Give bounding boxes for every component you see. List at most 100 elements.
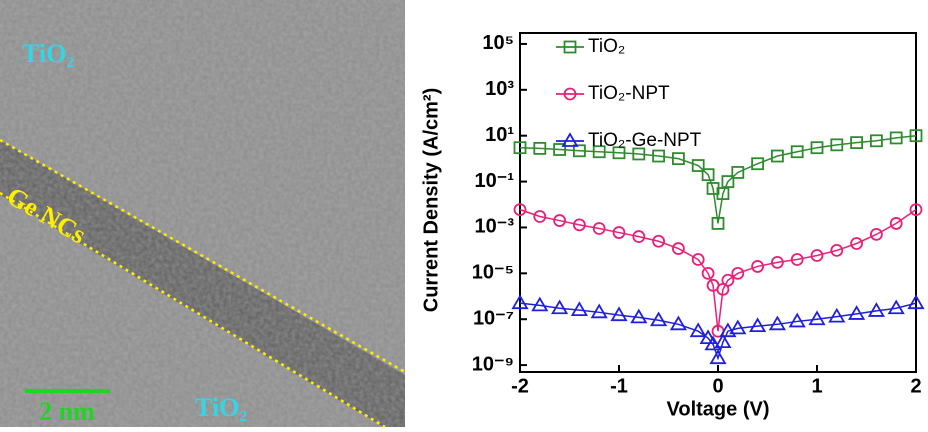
marker — [731, 266, 745, 280]
legend-label: TiO₂ — [588, 36, 625, 57]
marker — [887, 299, 905, 315]
marker — [553, 214, 566, 227]
y-tick-label: 10⁻¹ — [475, 170, 515, 192]
marker — [652, 234, 665, 248]
marker — [771, 149, 784, 163]
x-axis-title: Voltage (V) — [667, 398, 770, 420]
legend-marker — [563, 87, 577, 101]
marker — [808, 310, 826, 326]
marker — [701, 266, 715, 280]
marker — [513, 203, 527, 217]
marker — [511, 294, 529, 310]
marker — [830, 138, 844, 152]
marker — [714, 333, 732, 349]
marker — [701, 168, 715, 182]
region-label: TiO₂ — [195, 393, 247, 422]
marker — [909, 129, 923, 143]
marker — [672, 242, 685, 255]
marker — [848, 305, 866, 320]
legend-marker — [561, 132, 579, 147]
x-tick-label: 2 — [910, 375, 921, 397]
marker — [729, 319, 747, 335]
y-tick-label: 10¹ — [485, 124, 514, 146]
series-line — [519, 302, 917, 361]
marker — [513, 141, 527, 155]
marker — [612, 146, 626, 160]
marker — [551, 299, 569, 315]
marker — [590, 303, 608, 319]
marker — [788, 312, 806, 328]
x-tick-label: 1 — [811, 375, 822, 397]
marker — [533, 141, 547, 155]
y-tick-label: 10⁻⁹ — [472, 353, 514, 375]
scale-label: 2 nm — [39, 397, 95, 426]
marker — [531, 296, 549, 312]
marker — [751, 260, 764, 273]
y-tick-label: 10⁻⁵ — [472, 262, 514, 284]
boundary-line — [0, 191, 386, 427]
marker — [790, 253, 804, 266]
marker — [850, 136, 863, 150]
marker — [632, 147, 646, 161]
marker — [592, 145, 606, 159]
marker — [830, 243, 844, 257]
boundary-line — [0, 138, 405, 374]
y-tick-label: 10³ — [485, 78, 514, 100]
region-label: TiO₂ — [22, 39, 74, 68]
marker — [867, 302, 885, 317]
y-axis-title: Current Density (A/cm²) — [420, 88, 442, 312]
marker — [689, 322, 707, 338]
x-tick-label: -2 — [511, 375, 529, 397]
marker — [592, 222, 606, 235]
marker — [699, 329, 717, 345]
marker — [573, 144, 586, 158]
marker — [716, 187, 730, 200]
marker — [672, 152, 685, 166]
marker — [721, 273, 735, 287]
x-tick-label: 0 — [712, 375, 723, 397]
marker — [691, 253, 705, 266]
marker — [731, 166, 745, 179]
marker — [909, 203, 923, 217]
marker — [533, 210, 547, 223]
x-tick-label: -1 — [610, 375, 628, 397]
marker — [553, 143, 566, 156]
marker — [669, 315, 687, 331]
marker — [650, 311, 668, 327]
marker — [810, 249, 824, 262]
plot-frame — [519, 32, 917, 373]
marker — [850, 237, 863, 250]
marker — [652, 149, 665, 163]
marker — [711, 217, 725, 230]
image-grain — [0, 0, 405, 427]
marker — [632, 230, 646, 243]
marker — [828, 307, 846, 323]
marker — [709, 349, 727, 365]
marker — [704, 335, 722, 351]
legend-label: TiO₂-Ge-NPT — [588, 130, 702, 151]
marker — [721, 175, 735, 188]
marker — [612, 226, 626, 239]
marker — [719, 322, 737, 338]
legend-marker — [563, 40, 577, 54]
marker — [907, 294, 925, 310]
marker — [771, 255, 784, 269]
marker — [570, 301, 588, 316]
legend-label: TiO₂-NPT — [588, 83, 670, 104]
series-line — [519, 208, 917, 332]
tem-image: TiO₂ Ge NCs 2 nm TiO₂ — [0, 0, 405, 427]
y-tick-label: 10⁻⁷ — [473, 307, 514, 329]
marker — [870, 227, 883, 241]
series-line — [519, 134, 917, 224]
marker — [768, 315, 786, 331]
marker — [573, 218, 586, 232]
marker — [790, 145, 804, 159]
marker — [749, 317, 767, 333]
marker — [751, 157, 764, 171]
marker — [691, 159, 705, 172]
y-tick-label: 10⁻³ — [475, 216, 515, 238]
marker — [610, 306, 628, 322]
marker — [630, 308, 648, 324]
y-tick-label: 10⁵ — [482, 32, 514, 54]
